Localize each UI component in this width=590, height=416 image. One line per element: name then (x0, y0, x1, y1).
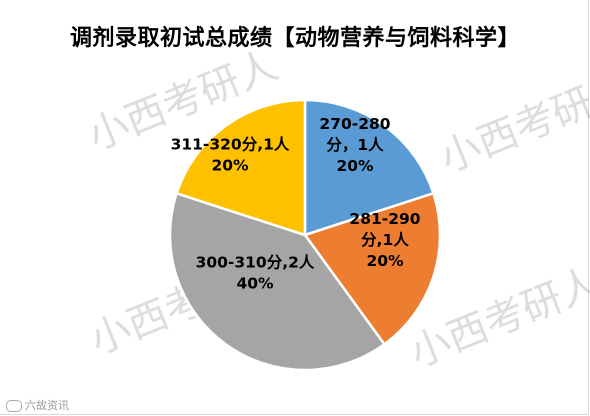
pie-slice (168, 191, 387, 372)
slice-data-label: 270-280 分，1人 20% (319, 115, 390, 175)
pie-data-labels: 270-280 分，1人 20% 281-290 分,1人 20% 300-310分,2人 4… (171, 115, 421, 293)
slice-data-label: 300-310分,2人 40% (196, 254, 315, 293)
pie-slice (302, 191, 442, 346)
slice-data-label-line: 300-310分,2人 (196, 254, 315, 272)
source-logo-text: 六故资讯 (25, 399, 69, 412)
slice-data-label-line: 311-320分,1人 (171, 136, 290, 154)
slice-data-label-line: 270-280 (319, 115, 390, 133)
source-logo: 六故资讯 (6, 397, 69, 413)
pie-slice (175, 98, 307, 237)
slice-data-label-line: 分,1人 (361, 231, 409, 249)
slice-data-label-line: 20% (211, 157, 249, 175)
logo-icon (6, 400, 22, 412)
pie-slice (303, 98, 435, 237)
slice-data-label-line: 20% (336, 157, 374, 175)
slice-data-label-line: 281-290 (349, 210, 420, 228)
chart-title: 调剂录取初试总成绩【动物营养与饲料科学】 (69, 26, 520, 51)
pie-slices (168, 98, 442, 372)
slice-data-label-line: 40% (236, 275, 274, 293)
slice-data-label-line: 20% (366, 252, 404, 270)
slice-data-label: 311-320分,1人 20% (171, 136, 290, 175)
slice-data-label: 281-290 分,1人 20% (349, 210, 420, 270)
slice-data-label-line: 分，1人 (326, 136, 384, 154)
